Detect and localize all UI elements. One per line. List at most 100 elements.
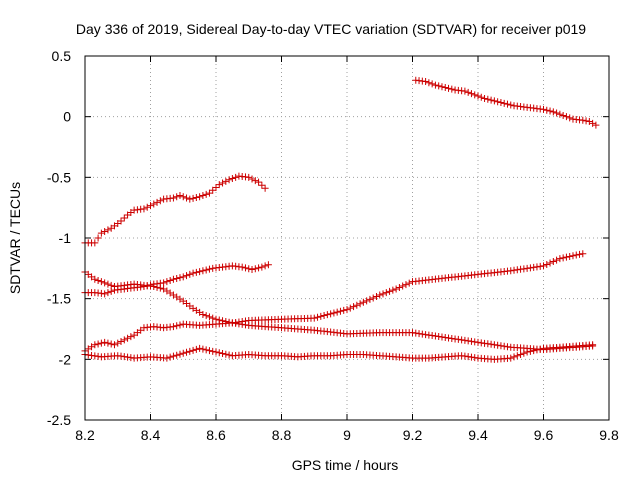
x-tick-label: 8.6 bbox=[206, 427, 226, 443]
data-point bbox=[553, 109, 561, 117]
data-point bbox=[140, 205, 148, 213]
data-point bbox=[562, 253, 570, 261]
data-point bbox=[549, 108, 557, 116]
data-point bbox=[461, 87, 469, 95]
data-point bbox=[366, 295, 374, 303]
data-point bbox=[94, 276, 102, 284]
data-point bbox=[503, 100, 511, 108]
data-point bbox=[379, 290, 387, 298]
data-point bbox=[251, 177, 259, 185]
data-point bbox=[589, 341, 597, 349]
data-point bbox=[448, 85, 456, 93]
data-point bbox=[520, 349, 528, 357]
data-point bbox=[340, 306, 348, 314]
data-point bbox=[173, 351, 181, 359]
data-point bbox=[186, 347, 194, 355]
data-point bbox=[559, 254, 567, 262]
data-point bbox=[323, 311, 331, 319]
data-point bbox=[160, 279, 168, 287]
data-point bbox=[241, 264, 249, 272]
data-point bbox=[110, 341, 118, 349]
data-point bbox=[507, 354, 515, 362]
data-point bbox=[104, 339, 112, 347]
data-point bbox=[209, 347, 217, 355]
data-point bbox=[431, 81, 439, 89]
data-point bbox=[536, 345, 544, 353]
data-point bbox=[350, 303, 358, 311]
y-tick-label: -1.5 bbox=[47, 291, 71, 307]
data-point bbox=[422, 77, 430, 85]
data-point bbox=[91, 275, 99, 283]
data-point bbox=[363, 297, 371, 305]
data-point bbox=[179, 273, 187, 281]
x-tick-label: 8.2 bbox=[75, 427, 95, 443]
data-point bbox=[245, 173, 253, 181]
data-point bbox=[264, 261, 272, 269]
data-point bbox=[507, 101, 515, 109]
data-point bbox=[225, 176, 233, 184]
y-tick-label: -1 bbox=[59, 230, 72, 246]
data-point bbox=[353, 301, 361, 309]
data-point bbox=[576, 250, 584, 258]
data-point bbox=[189, 269, 197, 277]
data-point bbox=[540, 262, 547, 270]
data-point bbox=[169, 323, 177, 331]
data-point bbox=[546, 107, 554, 115]
data-point bbox=[219, 179, 227, 187]
data-point bbox=[425, 79, 433, 87]
data-point bbox=[183, 194, 191, 202]
data-point bbox=[212, 348, 220, 356]
chart-title: Day 336 of 2019, Sidereal Day-to-day VTE… bbox=[76, 21, 586, 37]
data-point bbox=[147, 202, 154, 210]
data-point bbox=[192, 194, 200, 202]
data-point bbox=[176, 192, 184, 200]
data-point bbox=[179, 193, 187, 201]
data-point bbox=[117, 338, 125, 346]
series-track-e bbox=[81, 341, 597, 363]
data-point bbox=[582, 117, 590, 125]
data-point bbox=[490, 97, 498, 105]
data-point bbox=[251, 265, 259, 273]
data-point bbox=[559, 111, 567, 119]
data-point bbox=[245, 265, 253, 273]
data-point bbox=[540, 105, 547, 113]
data-point bbox=[169, 275, 177, 283]
data-point bbox=[566, 114, 574, 122]
data-point bbox=[386, 287, 394, 295]
data-point bbox=[94, 340, 102, 348]
data-point bbox=[143, 203, 151, 211]
data-point bbox=[179, 349, 187, 357]
y-tick-label: 0.5 bbox=[52, 48, 72, 64]
data-point bbox=[510, 353, 518, 361]
data-point bbox=[196, 193, 204, 201]
data-point bbox=[104, 289, 112, 297]
data-point bbox=[238, 263, 246, 271]
data-point bbox=[101, 290, 109, 298]
data-point bbox=[205, 313, 213, 321]
data-point bbox=[474, 92, 482, 100]
data-point bbox=[441, 84, 449, 92]
data-point bbox=[192, 268, 200, 276]
data-point bbox=[556, 255, 564, 263]
data-point bbox=[225, 351, 233, 359]
data-point bbox=[471, 91, 479, 99]
y-tick-label: -0.5 bbox=[47, 169, 71, 185]
data-point bbox=[438, 83, 446, 91]
ticks: 8.2 8.4 8.6 8.8 9 9.2 9.4 9.6 9.8 -2.5 -2 -1.5 -1 -0.… bbox=[47, 48, 619, 443]
data-point bbox=[222, 350, 230, 358]
data-point bbox=[382, 289, 390, 297]
data-point bbox=[261, 262, 269, 270]
data-point bbox=[556, 110, 564, 118]
data-point bbox=[402, 281, 410, 289]
data-point bbox=[202, 266, 210, 274]
data-point bbox=[232, 173, 240, 181]
data-point bbox=[107, 281, 115, 289]
data-point bbox=[140, 283, 148, 291]
data-point bbox=[186, 270, 194, 278]
data-point bbox=[343, 306, 351, 314]
data-point bbox=[261, 184, 269, 192]
data-point bbox=[173, 274, 181, 282]
data-point bbox=[481, 94, 489, 102]
data-point bbox=[202, 312, 210, 320]
